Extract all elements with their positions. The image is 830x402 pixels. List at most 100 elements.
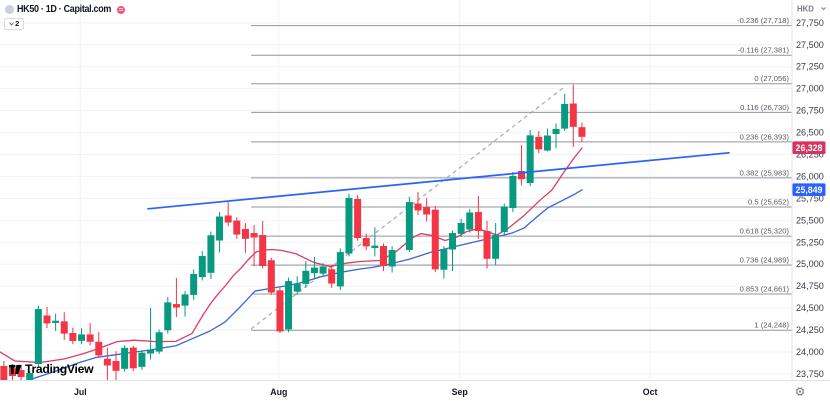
candle[interactable]: [78, 328, 85, 345]
candle[interactable]: [483, 221, 491, 269]
symbol-row[interactable]: HK50 · 1D · Capital.com: [5, 3, 125, 16]
candle[interactable]: [147, 308, 155, 360]
candle[interactable]: [310, 256, 318, 280]
price-scale-menu-chevron-icon[interactable]: [821, 7, 826, 11]
candle[interactable]: [207, 231, 215, 280]
candle[interactable]: [543, 128, 551, 152]
candle-body: [474, 212, 482, 232]
candle[interactable]: [17, 366, 25, 382]
candle[interactable]: [449, 230, 457, 272]
candle[interactable]: [457, 218, 465, 238]
candle[interactable]: [112, 351, 120, 381]
candle[interactable]: [345, 193, 353, 257]
candle[interactable]: [121, 345, 129, 372]
candle[interactable]: [285, 277, 293, 333]
candle-body: [112, 361, 120, 371]
hot-lists-icon[interactable]: [116, 5, 125, 14]
candle[interactable]: [276, 287, 284, 334]
currency-label[interactable]: HKD: [797, 5, 814, 14]
candle[interactable]: [233, 217, 241, 239]
candle[interactable]: [552, 123, 560, 149]
price-tick-label: 27,500: [796, 40, 824, 50]
candle[interactable]: [216, 212, 224, 253]
tradingview-logo[interactable]: TradingView: [9, 362, 94, 376]
candle[interactable]: [129, 345, 137, 372]
candle-body: [526, 135, 534, 184]
candle[interactable]: [354, 195, 362, 241]
candle[interactable]: [138, 350, 146, 370]
candle[interactable]: [466, 208, 474, 233]
candle[interactable]: [388, 246, 396, 273]
candle-body: [449, 233, 457, 250]
price-tick-label: 27,000: [796, 84, 824, 94]
candle-body: [129, 347, 137, 369]
candle[interactable]: [336, 248, 344, 291]
objects-tree-button[interactable]: 2: [4, 17, 24, 30]
candle[interactable]: [578, 122, 586, 143]
candle[interactable]: [535, 131, 543, 154]
fib-retracement[interactable]: -0.236 (27,718) -0.116 (27,381) 0 (27,056)…: [251, 16, 792, 331]
candle[interactable]: [423, 198, 431, 222]
time-axis-settings[interactable]: [795, 387, 805, 396]
candle[interactable]: [362, 233, 370, 251]
ma-slow-line[interactable]: [0, 189, 583, 392]
price-axis-panel[interactable]: [792, 0, 830, 402]
candle[interactable]: [198, 251, 206, 281]
candle-body: [172, 304, 180, 308]
time-axis-labels[interactable]: Jul Aug Sep Oct: [74, 387, 658, 397]
candle[interactable]: [492, 223, 500, 265]
candle[interactable]: [518, 145, 526, 186]
candle[interactable]: [172, 277, 180, 318]
candle[interactable]: [500, 203, 508, 237]
candle[interactable]: [0, 361, 8, 384]
candle[interactable]: [43, 306, 51, 329]
candle[interactable]: [440, 246, 448, 279]
candle[interactable]: [224, 202, 232, 227]
candlestick-series[interactable]: [0, 84, 586, 384]
candle[interactable]: [414, 192, 422, 216]
candle[interactable]: [250, 225, 258, 267]
candle[interactable]: [379, 243, 387, 272]
candle[interactable]: [103, 347, 111, 384]
candle[interactable]: [302, 261, 310, 288]
candle[interactable]: [164, 297, 172, 334]
candle[interactable]: [181, 291, 189, 317]
candle[interactable]: [561, 94, 569, 132]
blue-trendline[interactable]: [147, 151, 730, 210]
candle[interactable]: [60, 312, 68, 341]
candle[interactable]: [293, 276, 301, 295]
candle[interactable]: [241, 223, 249, 253]
candle[interactable]: [431, 205, 439, 273]
gear-icon[interactable]: [796, 387, 804, 396]
candle[interactable]: [474, 196, 482, 240]
candle[interactable]: [328, 264, 336, 288]
candle-body: [466, 212, 474, 230]
symbol-title[interactable]: HK50 · 1D · Capital.com: [16, 4, 111, 15]
candle[interactable]: [95, 331, 103, 359]
candle[interactable]: [371, 227, 379, 257]
price-axis-ticks[interactable]: 27,750 27,500 27,250 27,000 26,750 26,500 26,2…: [796, 18, 824, 379]
fib-level-label: -0.236 (27,718): [737, 16, 789, 25]
candle[interactable]: [405, 196, 413, 252]
candle-body: [267, 260, 275, 293]
candle[interactable]: [569, 84, 577, 147]
candle[interactable]: [526, 129, 534, 186]
candle-body: [354, 198, 362, 239]
candle[interactable]: [34, 305, 42, 369]
time-axis-panel[interactable]: [0, 380, 830, 402]
candle[interactable]: [86, 322, 94, 346]
candle-body: [379, 246, 387, 267]
candle[interactable]: [267, 257, 275, 295]
candle[interactable]: [155, 329, 163, 354]
candle-body: [293, 283, 301, 292]
candle-body: [181, 294, 189, 306]
candle[interactable]: [190, 269, 198, 300]
candle[interactable]: [259, 221, 267, 269]
candle[interactable]: [509, 172, 517, 213]
candle[interactable]: [52, 313, 60, 331]
price-tick-label: 25,000: [796, 259, 824, 269]
candle[interactable]: [69, 327, 77, 345]
ma-fast-line[interactable]: [0, 147, 583, 364]
candle[interactable]: [319, 263, 327, 277]
